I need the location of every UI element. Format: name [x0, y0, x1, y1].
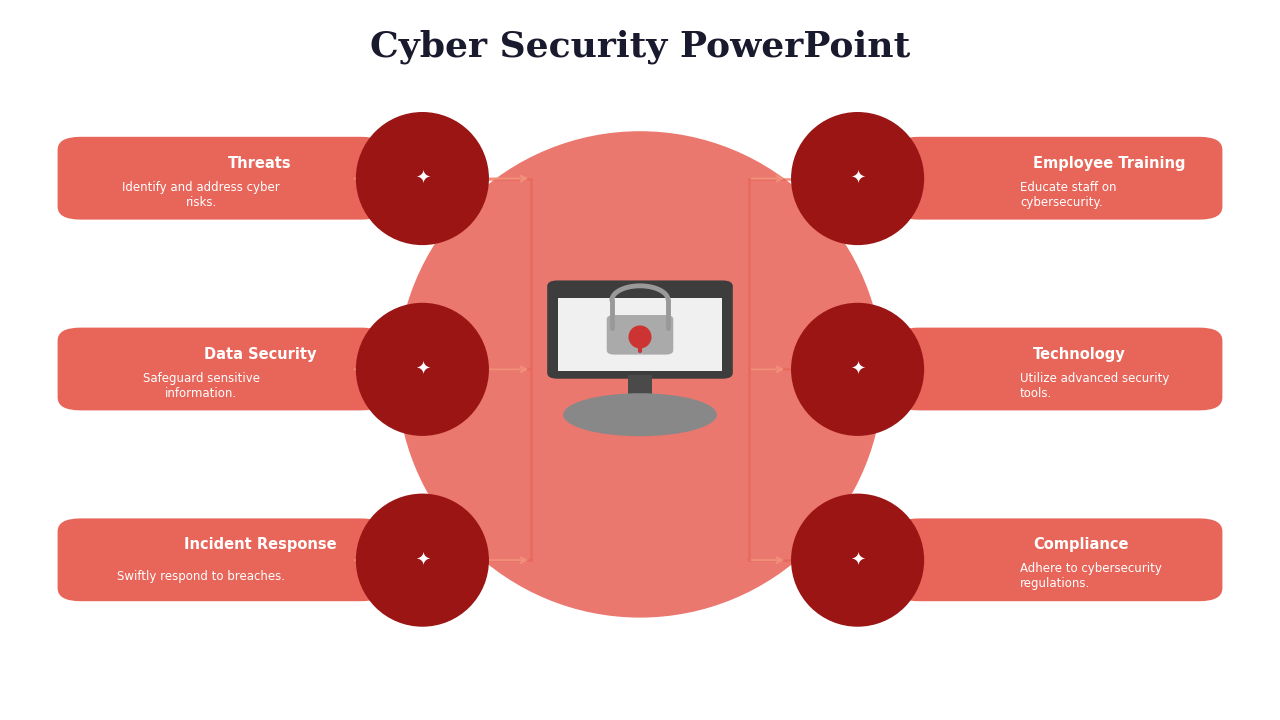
Ellipse shape — [791, 112, 924, 245]
FancyBboxPatch shape — [896, 518, 1222, 601]
Ellipse shape — [356, 303, 489, 436]
FancyBboxPatch shape — [896, 137, 1222, 220]
FancyBboxPatch shape — [558, 298, 722, 372]
Text: Adhere to cybersecurity
regulations.: Adhere to cybersecurity regulations. — [1020, 562, 1162, 590]
Ellipse shape — [356, 112, 489, 245]
Text: Identify and address cyber
risks.: Identify and address cyber risks. — [123, 181, 280, 209]
Ellipse shape — [791, 303, 924, 436]
FancyBboxPatch shape — [58, 328, 384, 410]
Text: Compliance: Compliance — [1033, 537, 1129, 552]
Text: Data Security: Data Security — [204, 346, 316, 361]
Text: Safeguard sensitive
information.: Safeguard sensitive information. — [142, 372, 260, 400]
Text: ✦: ✦ — [415, 169, 430, 187]
Ellipse shape — [563, 393, 717, 436]
Text: Technology: Technology — [1033, 346, 1126, 361]
Ellipse shape — [791, 494, 924, 626]
Text: Cyber Security PowerPoint: Cyber Security PowerPoint — [370, 30, 910, 64]
Ellipse shape — [628, 325, 652, 348]
Text: ✦: ✦ — [850, 552, 865, 569]
FancyBboxPatch shape — [628, 375, 652, 415]
Text: Employee Training: Employee Training — [1033, 156, 1185, 171]
Text: Educate staff on
cybersecurity.: Educate staff on cybersecurity. — [1020, 181, 1116, 209]
Ellipse shape — [356, 494, 489, 626]
Text: Swiftly respond to breaches.: Swiftly respond to breaches. — [118, 570, 285, 583]
FancyBboxPatch shape — [548, 281, 732, 379]
FancyBboxPatch shape — [58, 137, 384, 220]
Ellipse shape — [397, 131, 883, 618]
Text: Utilize advanced security
tools.: Utilize advanced security tools. — [1020, 372, 1170, 400]
FancyBboxPatch shape — [607, 315, 673, 354]
Text: Incident Response: Incident Response — [183, 537, 337, 552]
Text: ✦: ✦ — [415, 360, 430, 379]
FancyBboxPatch shape — [896, 328, 1222, 410]
FancyBboxPatch shape — [58, 518, 384, 601]
Text: ✦: ✦ — [415, 552, 430, 569]
Text: ✦: ✦ — [850, 169, 865, 187]
Text: ✦: ✦ — [850, 360, 865, 379]
Text: Threats: Threats — [228, 156, 292, 171]
